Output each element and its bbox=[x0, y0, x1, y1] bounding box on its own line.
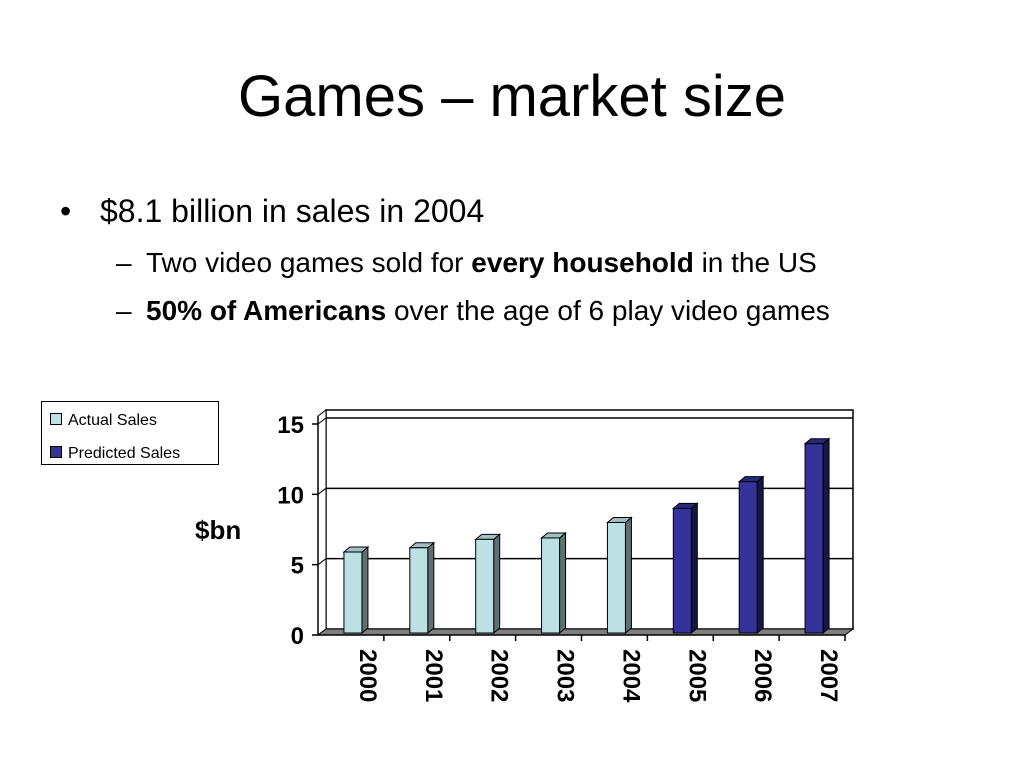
x-tick-label: 2006 bbox=[749, 649, 776, 702]
sub-bullet-text-pre: Two video games sold for bbox=[146, 247, 472, 278]
bar-actual-2001 bbox=[409, 547, 429, 634]
chart-floor bbox=[316, 628, 855, 636]
bar-actual-2000 bbox=[343, 551, 363, 634]
legend-label-predicted: Predicted Sales bbox=[68, 445, 181, 462]
chart-side-wall bbox=[317, 409, 327, 636]
gridline-side bbox=[317, 487, 327, 495]
x-tick-label: 2005 bbox=[683, 649, 710, 702]
y-tick-label: 5 bbox=[291, 553, 304, 580]
sub-bullet-americans: –50% of Americans over the age of 6 play… bbox=[116, 294, 830, 328]
sub-bullet-marker: – bbox=[116, 295, 132, 326]
gridline-side bbox=[317, 558, 327, 566]
bar-side bbox=[559, 531, 567, 635]
x-tick-label: 2007 bbox=[815, 649, 842, 702]
bar-predicted-2006 bbox=[738, 481, 758, 634]
bar-side bbox=[690, 502, 698, 635]
sub-bullet-text-post: over the age of 6 play video games bbox=[386, 295, 830, 326]
y-tick-label: 10 bbox=[277, 482, 304, 509]
sub-bullet-marker: – bbox=[116, 247, 132, 278]
chart-back-wall bbox=[325, 409, 854, 630]
bar-side bbox=[493, 533, 501, 635]
bullet-text: $8.1 billion in sales in 2004 bbox=[100, 193, 485, 229]
y-axis-label: $bn bbox=[195, 515, 242, 545]
x-tick-label: 2004 bbox=[617, 649, 644, 703]
legend-item-predicted: Predicted Sales bbox=[50, 444, 180, 464]
bar-side bbox=[756, 475, 764, 635]
legend-swatch-predicted bbox=[50, 446, 62, 459]
sub-bullet-text-bold: every household bbox=[471, 247, 694, 278]
slide-title: Games – market size bbox=[238, 64, 786, 129]
bar-actual-2004 bbox=[606, 521, 626, 634]
bar-side bbox=[361, 545, 369, 635]
bar-side bbox=[624, 516, 632, 635]
bar-actual-2003 bbox=[541, 537, 561, 634]
bar-actual-2002 bbox=[475, 538, 495, 634]
gridline-side bbox=[317, 417, 327, 425]
y-tick-label: 0 bbox=[291, 623, 304, 650]
legend-item-actual: Actual Sales bbox=[50, 411, 157, 431]
bullet-sales-2004: • $8.1 billion in sales in 2004 bbox=[60, 191, 484, 231]
legend-label-actual: Actual Sales bbox=[68, 412, 157, 429]
bar-predicted-2005 bbox=[672, 507, 692, 634]
x-tick-label: 2002 bbox=[486, 649, 513, 702]
bar-predicted-2007 bbox=[804, 443, 824, 634]
legend-swatch-actual bbox=[50, 413, 62, 426]
bullet-marker: • bbox=[60, 193, 72, 229]
x-tick-label: 2000 bbox=[354, 649, 381, 702]
x-tick-label: 2003 bbox=[552, 649, 579, 702]
y-tick-label: 15 bbox=[277, 412, 304, 439]
chart-legend: Actual Sales Predicted Sales bbox=[41, 401, 219, 465]
bar-side bbox=[427, 541, 435, 635]
sub-bullet-text-bold: 50% of Americans bbox=[146, 295, 387, 326]
x-tick-label: 2001 bbox=[420, 649, 447, 702]
sub-bullet-text-post: in the US bbox=[693, 247, 817, 278]
bar-side bbox=[822, 437, 830, 635]
sub-bullet-households: – Two video games sold for every househol… bbox=[116, 246, 817, 280]
